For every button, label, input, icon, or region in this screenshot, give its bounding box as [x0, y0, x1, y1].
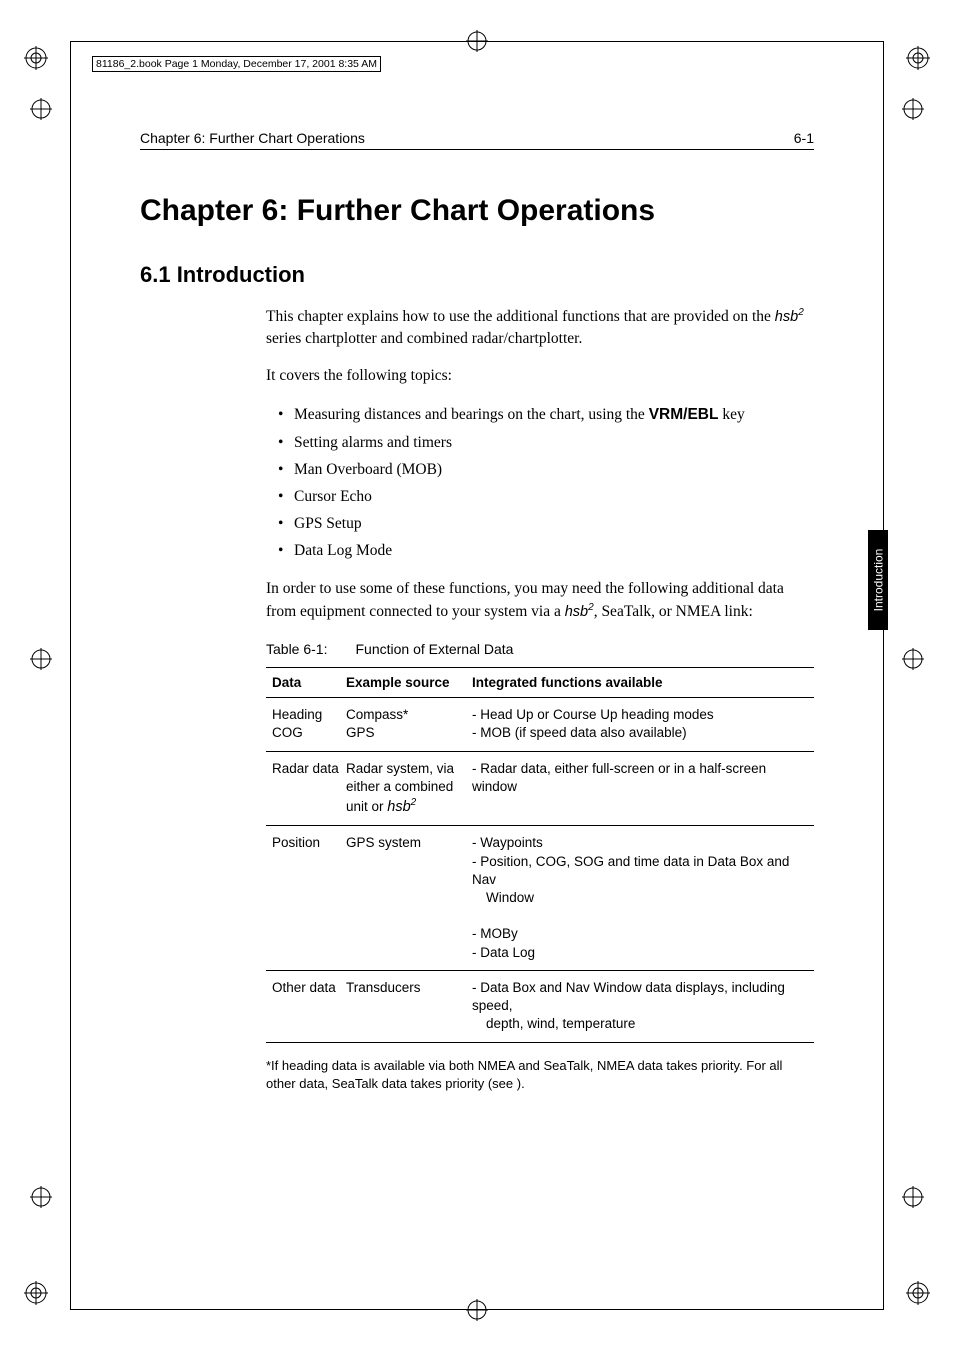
section-title: 6.1 Introduction [140, 262, 814, 288]
bold-key-label: VRM/EBL [649, 406, 719, 423]
section-tab: Introduction [868, 530, 888, 630]
table-caption-text: Function of External Data [355, 641, 513, 657]
registration-mark-icon [466, 30, 488, 52]
registration-mark-icon [902, 648, 924, 670]
table-cell: Other data [266, 970, 346, 1042]
running-head: Chapter 6: Further Chart Operations 6-1 [140, 130, 814, 150]
table-cell: - Waypoints- Position, COG, SOG and time… [472, 826, 814, 971]
table-cell: Transducers [346, 970, 472, 1042]
table-cell: - Data Box and Nav Window data displays,… [472, 970, 814, 1042]
frame-line-right [883, 41, 884, 1310]
crop-mark-icon [906, 1281, 930, 1305]
table-footnote: *If heading data is available via both N… [266, 1057, 814, 1093]
crop-mark-icon [24, 46, 48, 70]
registration-mark-icon [902, 1186, 924, 1208]
chapter-title: Chapter 6: Further Chart Operations [140, 194, 814, 228]
registration-mark-icon [30, 648, 52, 670]
intro-paragraph-3: In order to use some of these functions,… [266, 578, 814, 623]
registration-mark-icon [30, 1186, 52, 1208]
list-item: Man Overboard (MOB) [278, 456, 814, 483]
para-text: This chapter explains how to use the add… [266, 308, 775, 325]
intro-paragraph-2: It covers the following topics: [266, 365, 814, 387]
table-row: HeadingCOGCompass*GPS- Head Up or Course… [266, 698, 814, 751]
list-item: Cursor Echo [278, 483, 814, 510]
topics-list: Measuring distances and bearings on the … [278, 401, 814, 564]
table-cell: Compass*GPS [346, 698, 472, 751]
table-cell: Radar system, via either a combined unit… [346, 751, 472, 826]
frame-line-left [70, 41, 71, 1310]
running-head-right: 6-1 [794, 130, 814, 146]
table-cell: - Radar data, either full-screen or in a… [472, 751, 814, 826]
registration-mark-icon [902, 98, 924, 120]
list-item: Data Log Mode [278, 537, 814, 564]
crop-mark-icon [906, 46, 930, 70]
table-cell: Radar data [266, 751, 346, 826]
table-header: Example source [346, 668, 472, 698]
list-item: Measuring distances and bearings on the … [278, 401, 814, 428]
para-text: , SeaTalk, or NMEA link: [594, 603, 753, 620]
table-cell: - Head Up or Course Up heading modes- MO… [472, 698, 814, 751]
page-content: Chapter 6: Further Chart Operations 6-1 … [140, 130, 814, 1093]
hsb-term: hsb2 [565, 604, 594, 620]
hsb-term: hsb2 [775, 309, 804, 325]
list-item: Setting alarms and timers [278, 429, 814, 456]
table-header: Integrated functions available [472, 668, 814, 698]
table-cell: HeadingCOG [266, 698, 346, 751]
external-data-table: Data Example source Integrated functions… [266, 667, 814, 1042]
table-cell: Position [266, 826, 346, 971]
table-number: Table 6-1: [266, 641, 327, 657]
table-row: Other dataTransducers- Data Box and Nav … [266, 970, 814, 1042]
registration-mark-icon [466, 1299, 488, 1321]
bookmark-label: 81186_2.book Page 1 Monday, December 17,… [92, 56, 381, 72]
crop-mark-icon [24, 1281, 48, 1305]
intro-paragraph-1: This chapter explains how to use the add… [266, 306, 814, 351]
table-row: Radar dataRadar system, via either a com… [266, 751, 814, 826]
list-item: GPS Setup [278, 510, 814, 537]
section-tab-label: Introduction [871, 549, 885, 612]
body-block: This chapter explains how to use the add… [266, 306, 814, 1093]
para-text: series chartplotter and combined radar/c… [266, 330, 582, 347]
table-caption: Table 6-1: Function of External Data [266, 641, 814, 657]
table-cell: GPS system [346, 826, 472, 971]
table-header-row: Data Example source Integrated functions… [266, 668, 814, 698]
running-head-left: Chapter 6: Further Chart Operations [140, 130, 365, 146]
registration-mark-icon [30, 98, 52, 120]
table-header: Data [266, 668, 346, 698]
table-row: PositionGPS system- Waypoints- Position,… [266, 826, 814, 971]
